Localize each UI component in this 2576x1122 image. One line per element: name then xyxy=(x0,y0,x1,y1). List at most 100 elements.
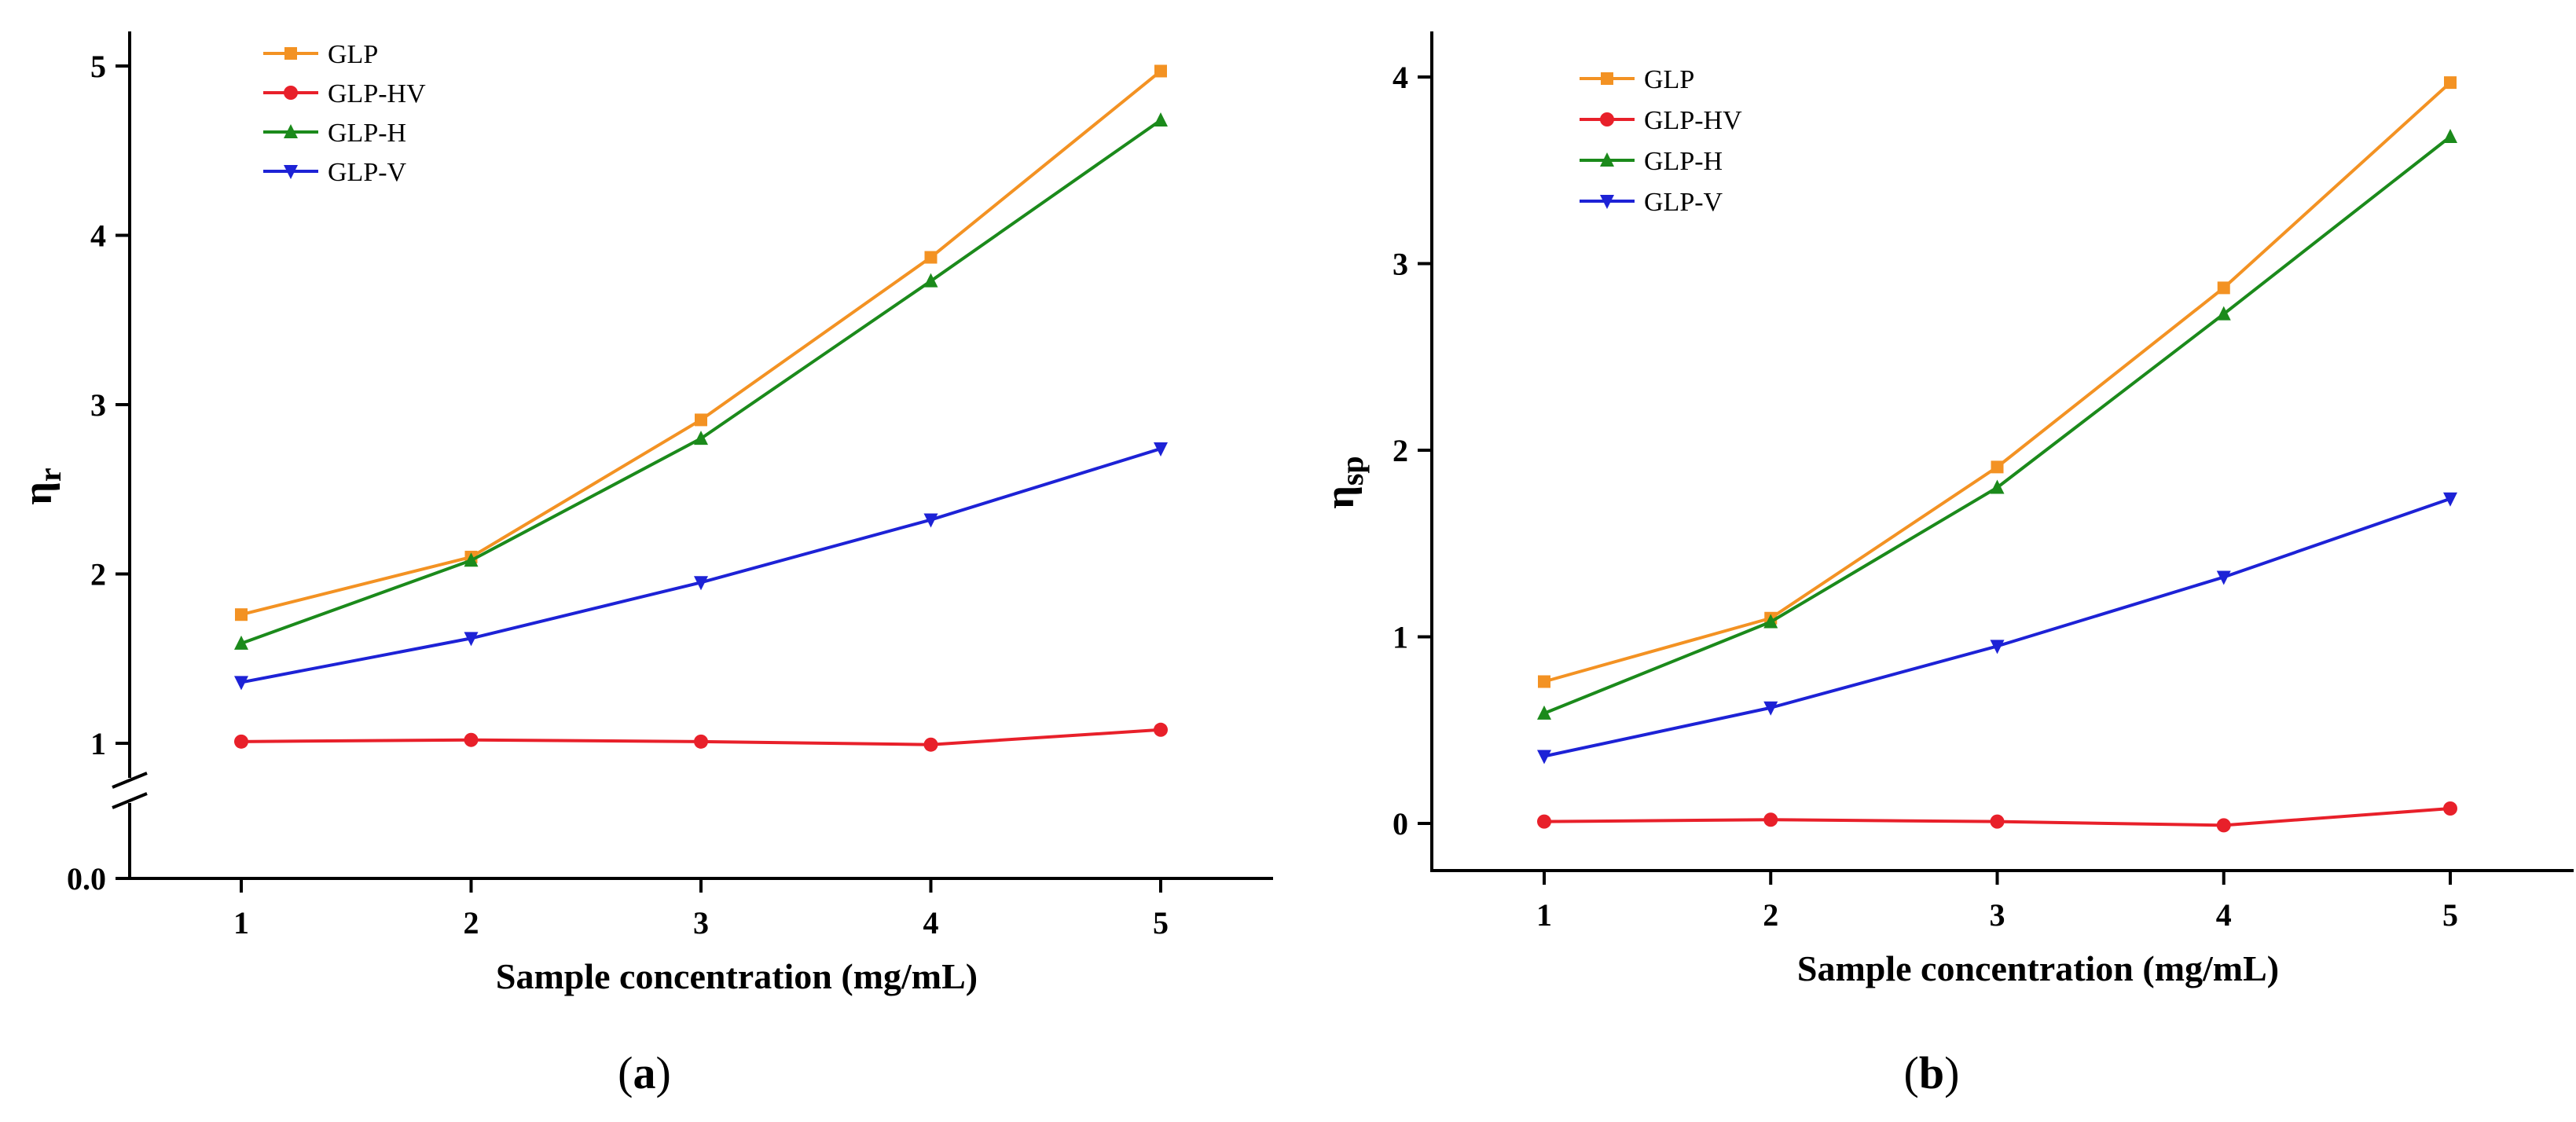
legend-label: GLP-HV xyxy=(328,79,426,108)
data-point xyxy=(2216,570,2231,585)
axis-break-mark xyxy=(112,792,148,809)
legend-marker xyxy=(284,165,298,179)
legend-marker xyxy=(284,86,298,100)
data-point xyxy=(694,431,708,446)
series-line xyxy=(240,119,1162,645)
data-point xyxy=(924,251,938,264)
series-line xyxy=(1543,497,2451,758)
caption-letter: a xyxy=(633,1047,656,1098)
chart-panel-a: 1 2 3 4 5 0.0 1 2 3 4 5 Sample concentration (mg/mL… xyxy=(16,31,1273,1098)
data-point xyxy=(2443,492,2457,507)
data-point xyxy=(1154,112,1168,126)
y-tick-label: 0.0 xyxy=(67,861,106,896)
legend: GLP GLP-HV GLP-H GLP-V xyxy=(1580,65,1742,217)
legend-marker xyxy=(284,124,298,138)
x-tick-label: 2 xyxy=(464,905,479,940)
x-tick-label: 2 xyxy=(1763,897,1778,933)
data-point xyxy=(1763,701,1778,716)
legend-item: GLP-HV xyxy=(1580,106,1742,135)
legend-label: GLP-H xyxy=(1644,147,1723,176)
y-tick-label: 1 xyxy=(90,726,106,761)
series-glp-v xyxy=(1537,492,2457,764)
y-tick-label: 2 xyxy=(90,557,106,592)
data-point xyxy=(2444,76,2457,90)
y-tick-label: 0 xyxy=(1393,806,1408,842)
x-tick-label: 4 xyxy=(2216,897,2232,933)
legend-label: GLP-H xyxy=(328,119,406,148)
x-axis-label: Sample concentration (mg/mL) xyxy=(1797,948,2279,988)
y-axis-subscript: r xyxy=(32,468,68,482)
data-point xyxy=(1537,705,1551,720)
x-axis-label: Sample concentration (mg/mL) xyxy=(496,956,978,996)
data-point xyxy=(923,737,938,752)
data-point xyxy=(923,273,938,288)
x-tick-label: 5 xyxy=(1153,905,1169,940)
panel-caption: (a) xyxy=(618,1047,671,1098)
data-point xyxy=(1990,479,2005,494)
legend-marker xyxy=(284,47,297,60)
data-point xyxy=(464,732,479,747)
legend-item: GLP-H xyxy=(263,119,406,148)
x-tick-label: 5 xyxy=(2442,897,2458,933)
caption-paren: ( xyxy=(1904,1047,1919,1098)
y-tick-label: 5 xyxy=(90,49,106,84)
series-glp-hv xyxy=(234,722,1168,752)
caption-paren: ) xyxy=(1944,1047,1959,1098)
series-line xyxy=(240,447,1161,684)
legend-item: GLP-HV xyxy=(263,79,426,108)
y-tick-label: 4 xyxy=(90,218,106,254)
series-line xyxy=(1543,135,2452,715)
data-point xyxy=(1154,722,1168,737)
x-tick-label: 3 xyxy=(1990,897,2005,933)
legend-item: GLP-H xyxy=(1580,147,1723,176)
data-point xyxy=(2216,818,2231,833)
y-tick-label: 3 xyxy=(1393,247,1408,282)
data-point xyxy=(464,552,479,567)
y-tick-label: 4 xyxy=(1393,60,1408,95)
x-tick-label: 4 xyxy=(923,905,939,940)
series-glp-hv xyxy=(1537,801,2457,833)
data-point xyxy=(2216,306,2231,321)
legend-marker xyxy=(1601,72,1613,85)
data-point xyxy=(1990,640,2005,654)
y-axis-label: ηr xyxy=(16,468,68,504)
data-point xyxy=(234,734,248,749)
data-point xyxy=(694,576,708,591)
legend-label: GLP xyxy=(1644,65,1694,94)
legend-marker xyxy=(1600,152,1614,167)
y-axis-label: ηsp xyxy=(1318,456,1370,508)
data-point xyxy=(234,676,248,691)
data-point xyxy=(694,734,708,749)
legend-item: GLP xyxy=(263,40,378,69)
data-point xyxy=(2443,129,2457,143)
legend-label: GLP xyxy=(328,40,378,69)
y-tick-label: 2 xyxy=(1393,433,1408,468)
data-point xyxy=(1154,64,1167,78)
series-line xyxy=(240,69,1162,617)
data-point xyxy=(1991,460,2004,474)
x-tick-label: 3 xyxy=(693,905,709,940)
caption-paren: ) xyxy=(656,1047,671,1098)
y-axis-subscript: sp xyxy=(1334,456,1370,486)
data-point xyxy=(1763,614,1778,629)
y-tick-label: 1 xyxy=(1393,620,1408,655)
caption-letter: b xyxy=(1919,1047,1944,1098)
y-axis-symbol: η xyxy=(1318,486,1363,509)
data-point xyxy=(234,635,248,650)
data-point xyxy=(1154,442,1168,457)
y-axis-symbol: η xyxy=(16,482,61,505)
legend-label: GLP-V xyxy=(1644,188,1723,217)
legend-item: GLP-V xyxy=(263,158,407,187)
legend-marker xyxy=(1600,195,1614,209)
data-point xyxy=(1537,814,1551,829)
x-tick-label: 1 xyxy=(233,905,249,940)
data-point xyxy=(2217,281,2230,295)
data-point xyxy=(923,513,938,528)
data-point xyxy=(464,632,479,647)
legend: GLP GLP-HV GLP-H GLP-V xyxy=(263,40,426,187)
data-point xyxy=(1537,750,1551,764)
series-glp-v xyxy=(234,442,1168,691)
panel-caption: (b) xyxy=(1904,1047,1960,1098)
series-glp-h xyxy=(234,112,1168,650)
